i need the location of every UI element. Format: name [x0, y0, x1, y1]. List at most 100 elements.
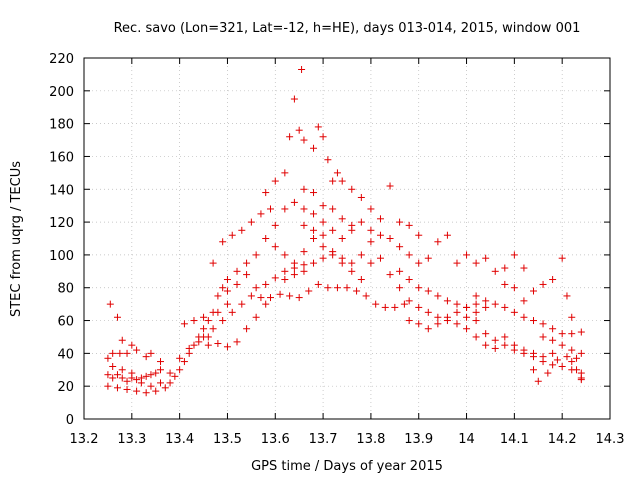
- data-point: [266, 294, 274, 302]
- y-tick-label: 180: [49, 118, 74, 133]
- data-point: [415, 303, 423, 311]
- data-point: [529, 353, 537, 361]
- data-point: [415, 231, 423, 239]
- data-point: [219, 238, 227, 246]
- data-point: [214, 292, 222, 300]
- data-point: [190, 317, 198, 325]
- data-point: [510, 308, 518, 316]
- data-point: [109, 362, 117, 370]
- data-point: [563, 292, 571, 300]
- data-point: [152, 369, 160, 377]
- data-point: [424, 254, 432, 262]
- y-tick-label: 100: [49, 249, 74, 264]
- data-point: [310, 144, 318, 152]
- data-point: [118, 366, 126, 374]
- data-point: [276, 290, 284, 298]
- data-point: [376, 254, 384, 262]
- data-point: [219, 284, 227, 292]
- data-point: [137, 379, 145, 387]
- data-point: [281, 169, 289, 177]
- data-point: [549, 349, 557, 357]
- data-point: [223, 287, 231, 295]
- x-tick-label: 13.9: [404, 432, 433, 447]
- y-tick-label: 140: [49, 183, 74, 198]
- data-point: [243, 325, 251, 333]
- data-point: [271, 243, 279, 251]
- data-point: [104, 354, 112, 362]
- y-tick-label: 200: [49, 85, 74, 100]
- data-point: [319, 254, 327, 262]
- data-point: [310, 235, 318, 242]
- data-point: [319, 231, 327, 239]
- data-point: [396, 243, 404, 251]
- data-point: [577, 328, 585, 336]
- data-point: [343, 284, 351, 292]
- data-point: [113, 313, 121, 321]
- data-point: [214, 308, 222, 316]
- data-point: [104, 371, 112, 379]
- data-point: [549, 336, 557, 344]
- data-point: [271, 221, 279, 229]
- data-point: [223, 300, 231, 308]
- data-point: [147, 371, 155, 379]
- grid-lines: [84, 58, 610, 419]
- data-point: [482, 254, 490, 262]
- data-point: [180, 320, 188, 328]
- data-point: [386, 182, 394, 190]
- data-point: [200, 313, 208, 321]
- data-point: [424, 287, 432, 295]
- data-point: [501, 303, 509, 311]
- data-point: [281, 251, 289, 259]
- data-point: [300, 136, 308, 144]
- data-point: [577, 376, 585, 384]
- data-point: [396, 218, 404, 226]
- data-point: [558, 254, 566, 262]
- data-point: [290, 198, 298, 206]
- data-point: [510, 346, 518, 354]
- data-point: [472, 300, 480, 308]
- data-point: [386, 235, 394, 242]
- data-point: [529, 366, 537, 374]
- data-point: [539, 280, 547, 288]
- x-tick-label: 13.7: [309, 432, 338, 447]
- data-point: [262, 280, 270, 288]
- y-axis-label: STEC from uqrg / TECUs: [9, 161, 24, 317]
- data-point: [424, 308, 432, 316]
- data-point: [281, 276, 289, 284]
- data-point: [415, 284, 423, 292]
- data-point: [133, 387, 141, 395]
- data-point: [223, 276, 231, 284]
- data-point: [109, 374, 117, 382]
- data-point: [367, 238, 375, 246]
- data-point: [116, 349, 124, 357]
- data-point: [520, 313, 528, 321]
- data-point: [510, 284, 518, 292]
- data-point: [434, 292, 442, 300]
- data-point: [214, 340, 222, 348]
- data-point: [238, 300, 246, 308]
- data-point: [405, 251, 413, 259]
- data-point: [434, 320, 442, 328]
- data-point: [376, 231, 384, 239]
- data-point: [549, 325, 557, 333]
- data-point: [233, 280, 241, 288]
- data-point: [166, 379, 174, 387]
- data-point: [106, 300, 114, 308]
- data-point: [257, 210, 265, 218]
- data-point: [147, 349, 155, 357]
- data-point: [324, 284, 332, 292]
- data-point: [257, 294, 265, 302]
- data-point: [176, 354, 184, 362]
- data-point: [443, 313, 451, 321]
- data-point: [453, 308, 461, 316]
- data-point: [573, 354, 581, 362]
- data-point: [319, 133, 327, 141]
- data-point: [501, 280, 509, 288]
- data-point: [166, 369, 174, 377]
- data-point: [491, 336, 499, 344]
- data-point: [219, 317, 227, 325]
- data-point: [310, 210, 318, 218]
- x-tick-label: 14: [458, 432, 475, 447]
- data-point: [386, 271, 394, 279]
- plot-frame: [83, 57, 611, 420]
